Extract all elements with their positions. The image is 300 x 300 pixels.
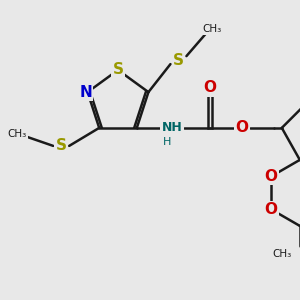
Text: S: S: [56, 138, 67, 153]
Text: O: O: [265, 169, 278, 184]
Text: S: S: [173, 52, 184, 68]
Text: CH₃: CH₃: [272, 249, 291, 259]
Text: O: O: [203, 80, 216, 95]
Text: N: N: [79, 85, 92, 100]
Text: CH₃: CH₃: [8, 129, 27, 139]
Text: O: O: [235, 120, 248, 135]
Text: O: O: [265, 202, 278, 217]
Text: CH₃: CH₃: [203, 24, 222, 34]
Text: H: H: [163, 137, 171, 147]
Text: S: S: [112, 62, 124, 77]
Text: NH: NH: [161, 122, 182, 134]
